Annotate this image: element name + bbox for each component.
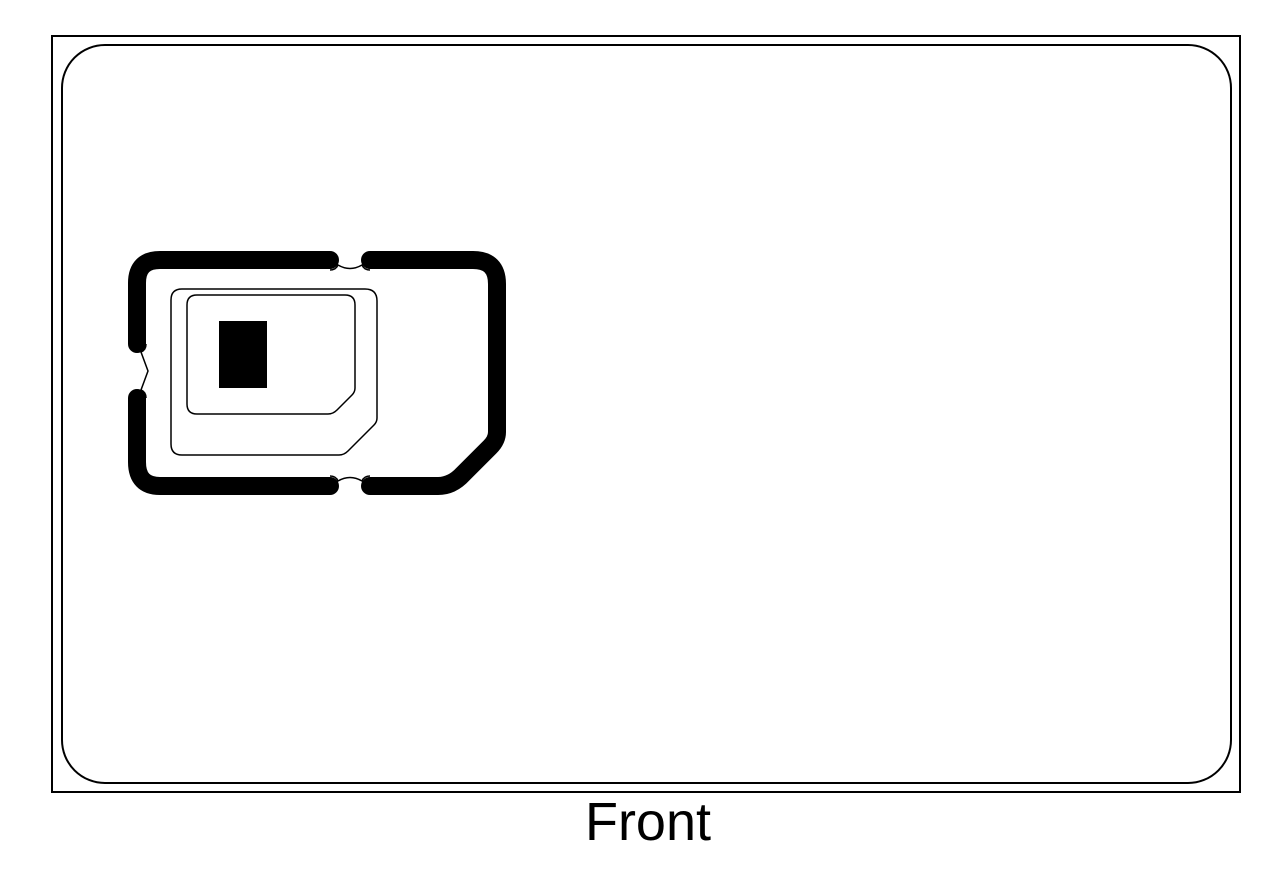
card-border-outer [51, 35, 1241, 793]
micro-sim-outline [170, 288, 378, 456]
front-label: Front [584, 792, 712, 852]
card-outline [61, 44, 1232, 784]
chip-contact [219, 321, 267, 388]
mini-sim-cutout [128, 251, 506, 495]
nano-sim-outline [186, 294, 356, 415]
mini-sim-bridges [140, 263, 371, 483]
